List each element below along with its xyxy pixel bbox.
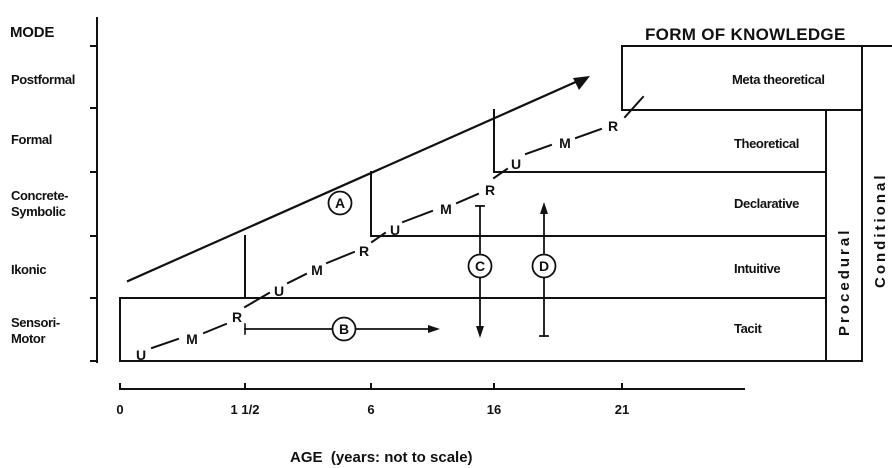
age-tick-label: 21 [615,402,629,417]
age-axis-label: AGE (years: not to scale) [290,449,473,466]
mode-label-postformal: Postformal [11,72,75,87]
knowledge-header: FORM OF KNOWLEDGE [645,25,846,44]
knowledge-label-meta-theoretical: Meta theoretical [732,72,825,87]
svg-text:C: C [475,258,485,274]
mode-label-concrete-symbolic: Concrete-Symbolic [11,188,68,219]
cycle-label: M [186,331,198,347]
cycle-label: U [274,283,284,299]
mode-label-ikonic: Ikonic [11,262,46,277]
knowledge-label-declarative: Declarative [734,196,799,211]
cycle-label: R [232,309,242,325]
mode-header: MODE [10,24,54,41]
mode-label-sensori-motor: Sensori-Motor [11,315,60,346]
conditional-label: Conditional [872,173,889,289]
umr-cycle-path [150,95,645,350]
knowledge-staircase [119,45,892,362]
svg-text:A: A [335,195,345,211]
cycle-label: M [559,135,571,151]
circled-c: C [467,253,493,279]
cycle-label: U [390,222,400,238]
cycle-label: R [359,243,369,259]
circled-a: A [327,190,353,216]
circled-d: D [531,253,557,279]
knowledge-label-intuitive: Intuitive [734,261,780,276]
mode-axis [90,17,98,363]
cycle-label: U [136,347,146,363]
age-tick-label: 16 [487,402,501,417]
cycle-label: R [485,182,495,198]
knowledge-label-theoretical: Theoretical [734,136,799,151]
procedural-label: Procedural [836,228,853,336]
age-tick-label: 6 [367,402,374,417]
cycle-label: R [608,118,618,134]
umr-cycle-letters: U M R U M R U M R U M R [136,118,618,363]
age-tick-label: 0 [116,402,123,417]
mode-label-formal: Formal [11,132,52,147]
svg-text:D: D [539,258,549,274]
cycle-label: M [311,262,323,278]
svg-text:B: B [339,321,349,337]
knowledge-label-tacit: Tacit [734,321,762,336]
arrow-a [126,76,590,283]
cycle-label: U [511,156,521,172]
age-axis [119,383,745,390]
circled-b: B [331,316,357,342]
age-tick-label: 1 1/2 [231,402,260,417]
cycle-label: M [440,201,452,217]
